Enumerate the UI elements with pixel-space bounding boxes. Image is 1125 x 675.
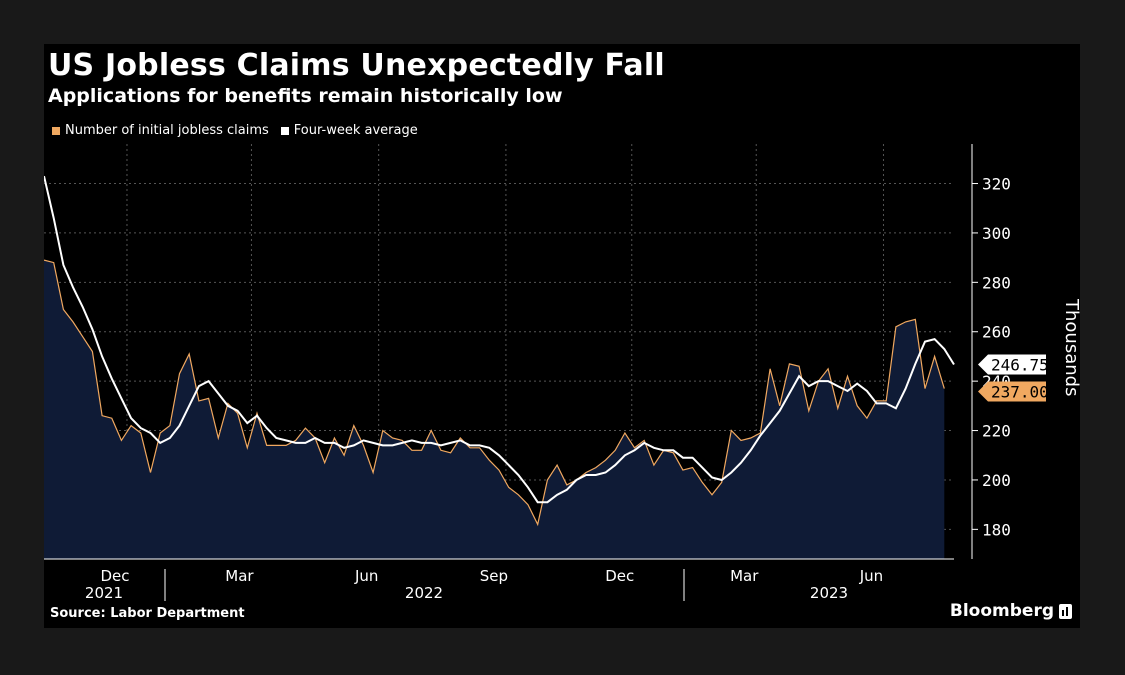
y-tick-label: 180 bbox=[982, 520, 1011, 539]
x-month-label: Mar bbox=[225, 567, 254, 585]
x-month-label: Dec bbox=[100, 567, 129, 585]
y-tick-label: 300 bbox=[982, 224, 1011, 243]
brand: Bloomberg bbox=[950, 601, 1072, 621]
y-tick-label: 260 bbox=[982, 323, 1011, 342]
y-tick-label: 220 bbox=[982, 422, 1011, 441]
chart-panel: US Jobless Claims Unexpectedly Fall Appl… bbox=[44, 44, 1080, 628]
x-year-label: 2022 bbox=[405, 584, 443, 602]
latest-average-tag bbox=[978, 354, 1046, 375]
x-month-label: Jun bbox=[859, 567, 883, 585]
x-month-label: Jun bbox=[354, 567, 378, 585]
x-month-label: Mar bbox=[730, 567, 759, 585]
y-tick-label: 200 bbox=[982, 471, 1011, 490]
chart-svg: 180200220240260280300320DecMarJunSepDecM… bbox=[44, 144, 1080, 602]
x-month-label: Dec bbox=[605, 567, 634, 585]
claims-area bbox=[44, 260, 945, 559]
legend: Number of initial jobless claims Four-we… bbox=[52, 123, 418, 138]
chart-subtitle: Applications for benefits remain histori… bbox=[48, 85, 563, 107]
latest-claims-tag bbox=[978, 381, 1046, 402]
legend-item-claims: Number of initial jobless claims bbox=[52, 123, 269, 138]
legend-item-average: Four-week average bbox=[280, 123, 418, 138]
y-tick-label: 280 bbox=[982, 273, 1011, 292]
legend-swatch-claims bbox=[52, 126, 60, 135]
y-axis-title: Thousands bbox=[1061, 298, 1080, 396]
x-month-label: Sep bbox=[480, 567, 508, 585]
y-tick-label: 320 bbox=[982, 175, 1011, 194]
latest-claims-label: 237.000 bbox=[991, 383, 1058, 402]
bloomberg-bars-icon bbox=[1059, 603, 1072, 619]
legend-label-claims: Number of initial jobless claims bbox=[65, 123, 269, 138]
chart-title: US Jobless Claims Unexpectedly Fall bbox=[48, 48, 665, 83]
legend-label-average: Four-week average bbox=[293, 123, 418, 138]
claims-line bbox=[44, 259, 945, 527]
brand-name: Bloomberg bbox=[949, 601, 1054, 621]
latest-average-label: 246.750 bbox=[991, 355, 1058, 374]
legend-swatch-average bbox=[280, 126, 289, 135]
x-year-label: 2021 bbox=[85, 584, 123, 602]
x-year-label: 2023 bbox=[810, 584, 848, 602]
source-note: Source: Labor Department bbox=[50, 606, 245, 621]
average-line bbox=[44, 175, 955, 504]
